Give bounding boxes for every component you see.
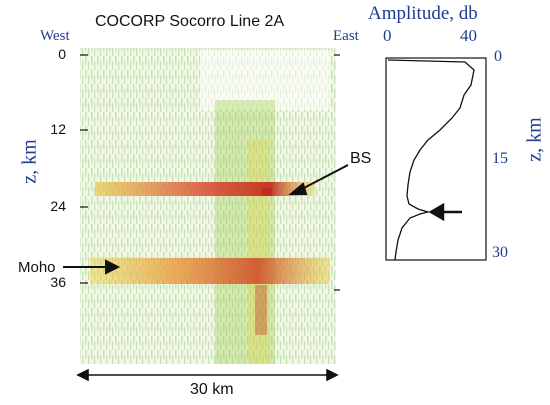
right-z-tick-0: 0 [494,48,502,65]
z-tick-0: 0 [58,46,66,62]
amplitude-title: Amplitude, db [368,3,478,24]
bs-arrow [288,164,349,195]
west-label: West [40,28,70,44]
amplitude-arrow [428,202,462,222]
amplitude-plot [385,57,487,261]
left-axis [80,54,340,291]
z-axis-label-right: z, km [523,117,546,162]
right-z-tick-30: 30 [492,244,508,261]
moho-label: Moho [18,259,56,276]
section-title: COCORP Socorro Line 2A [95,13,285,30]
seismic-section [80,48,336,364]
moho-arrow [63,259,121,275]
east-label: East [333,28,359,44]
z-tick-12: 12 [50,121,66,137]
amplitude-tick-0: 0 [383,26,392,45]
width-label: 30 km [190,381,234,398]
bs-label: BS [350,150,372,167]
z-tick-24: 24 [50,198,66,214]
moho-reflector [90,258,330,284]
z-tick-36: 36 [50,274,66,290]
width-arrow [76,368,339,382]
bs-reflector [95,182,315,196]
z-axis-label-left: z, km [18,139,41,184]
amplitude-tick-40: 40 [460,26,477,45]
right-z-tick-15: 15 [492,150,508,167]
amplitude-curve [387,59,475,261]
